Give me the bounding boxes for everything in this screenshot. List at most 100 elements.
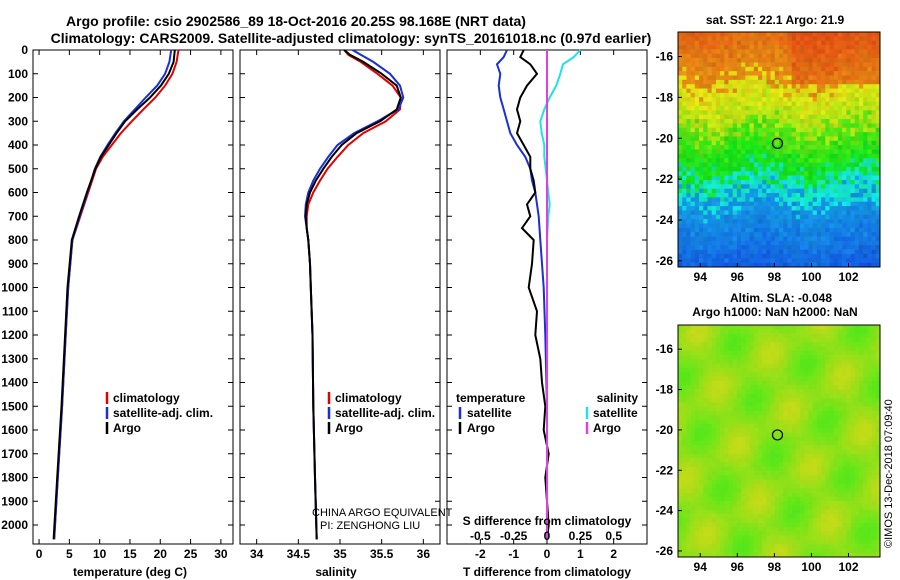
map-cell	[699, 380, 704, 386]
map-cell	[707, 171, 712, 176]
map-cell	[871, 385, 877, 390]
map-cell	[749, 350, 755, 356]
map-cell	[833, 79, 839, 85]
map-cell	[699, 483, 704, 489]
map-cell	[757, 36, 763, 41]
map-cell	[686, 402, 691, 407]
map-cell	[833, 166, 839, 172]
map-cell	[821, 325, 826, 330]
map-cell	[846, 501, 851, 506]
map-cell	[808, 505, 813, 511]
map-cell	[867, 210, 872, 216]
map-cell	[850, 245, 856, 250]
map-cell	[871, 389, 877, 395]
map-cell	[711, 363, 717, 369]
map-cell	[728, 32, 734, 37]
map-cell	[732, 432, 738, 438]
map-cell	[795, 175, 801, 181]
map-cell	[871, 97, 877, 102]
map-cell	[791, 445, 797, 450]
map-cell	[690, 110, 696, 115]
map-cell	[825, 75, 830, 81]
map-cell	[774, 179, 780, 185]
map-cell	[787, 223, 792, 229]
map-cell	[682, 62, 687, 68]
map-cell	[863, 398, 868, 403]
map-cell	[732, 219, 738, 224]
map-cell	[736, 458, 742, 463]
map-cell	[678, 105, 683, 111]
map-cell	[762, 153, 767, 159]
map-cell	[707, 84, 712, 89]
map-cell	[694, 262, 700, 268]
map-cell	[724, 441, 729, 446]
map-cell	[871, 101, 877, 107]
map-cell	[795, 453, 801, 459]
map-cell	[837, 436, 843, 442]
map-cell	[795, 428, 801, 433]
map-cell	[804, 458, 809, 463]
map-cell	[804, 206, 809, 211]
map-cell	[728, 415, 734, 420]
map-cell	[842, 505, 847, 511]
map-cell	[837, 179, 843, 185]
map-cell	[678, 175, 683, 181]
map-cell	[787, 149, 792, 155]
map-cell	[854, 123, 860, 129]
x-tick-label: 1	[577, 547, 584, 561]
map-cell	[770, 253, 776, 259]
map-cell	[690, 385, 696, 390]
map-cell	[837, 53, 843, 59]
map-cell	[682, 223, 687, 229]
map-cell	[867, 376, 872, 382]
map-cell	[812, 232, 818, 237]
map-cell	[766, 449, 771, 455]
map-cell	[800, 219, 805, 224]
map-cell	[686, 97, 691, 102]
map-cell	[821, 509, 826, 515]
map-cell	[711, 389, 717, 395]
map-cell	[837, 184, 843, 189]
map-cell	[787, 32, 792, 37]
map-cell	[757, 483, 763, 489]
map-cell	[850, 179, 856, 185]
map-cell	[736, 232, 742, 237]
map-cell	[783, 36, 788, 41]
map-cell	[779, 58, 784, 63]
map-cell	[804, 385, 809, 390]
map-cell	[770, 458, 776, 463]
map-cell	[774, 441, 780, 446]
map-cell	[707, 514, 712, 519]
map-cell	[812, 492, 818, 498]
map-cell	[694, 514, 700, 519]
map-cell	[682, 140, 687, 146]
map-cell	[732, 249, 738, 255]
map-cell	[821, 71, 826, 76]
map-cell	[686, 210, 691, 216]
map-cell	[690, 514, 696, 519]
map-cell	[833, 329, 839, 334]
map-cell	[837, 419, 843, 425]
map-cell	[854, 402, 860, 407]
map-cell	[678, 49, 683, 55]
map-cell	[842, 245, 847, 250]
map-cell	[766, 453, 771, 459]
map-cell	[749, 410, 755, 416]
map-cell	[770, 32, 776, 37]
map-cell	[791, 101, 797, 107]
map-cell	[821, 184, 826, 189]
map-cell	[732, 462, 738, 468]
map-cell	[732, 342, 738, 347]
map-cell	[678, 355, 683, 360]
map-cell	[863, 333, 868, 339]
map-cell	[783, 97, 788, 102]
map-cell	[850, 346, 856, 352]
map-cell	[774, 88, 780, 94]
map-cell	[703, 428, 708, 433]
map-cell	[753, 214, 759, 220]
map-cell	[850, 479, 856, 485]
s-tick-label: 0.25	[569, 529, 593, 543]
map-cell	[678, 363, 683, 369]
map-cell	[757, 258, 763, 263]
map-cell	[871, 153, 877, 159]
